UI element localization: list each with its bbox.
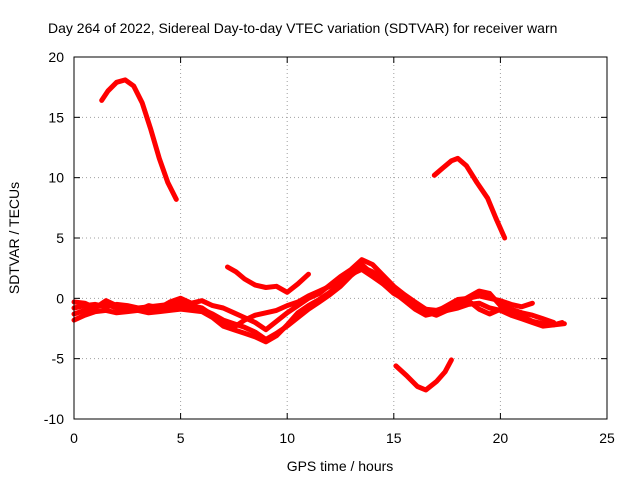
series-line-arc-4: [225, 264, 311, 295]
x-tick-label: 0: [70, 430, 78, 446]
series-group: [71, 77, 567, 393]
series-line-arc-7: [71, 262, 557, 330]
x-tick-label: 15: [386, 430, 402, 446]
series-line-arc-1: [99, 77, 179, 202]
x-tick-label: 25: [599, 430, 615, 446]
series-line-arc-2: [431, 155, 508, 241]
series-line-arc-3: [393, 357, 454, 393]
y-tick-label: 20: [48, 49, 64, 65]
series-line-arc-5: [71, 257, 535, 333]
plot-frame: [73, 56, 608, 420]
y-tick-label: -5: [52, 351, 65, 367]
y-tick-label: 10: [48, 170, 64, 186]
x-tick-label: 10: [279, 430, 295, 446]
x-tick-label: 20: [493, 430, 509, 446]
chart-title: Day 264 of 2022, Sidereal Day-to-day VTE…: [48, 20, 557, 36]
series-line-arc-8: [71, 266, 567, 345]
ticks: 0 5 10 15 20 25 -10 -5 0 5 10 15 20: [44, 49, 615, 446]
series-line-arc-6: [71, 264, 565, 342]
y-tick-label: -10: [44, 411, 64, 427]
y-tick-label: 0: [56, 290, 64, 306]
y-tick-label: 5: [56, 230, 64, 246]
grid: [74, 57, 607, 419]
x-tick-label: 5: [177, 430, 185, 446]
y-axis-title: SDTVAR / TECUs: [6, 182, 22, 294]
y-tick-label: 15: [48, 109, 64, 125]
x-axis-title: GPS time / hours: [287, 458, 394, 474]
